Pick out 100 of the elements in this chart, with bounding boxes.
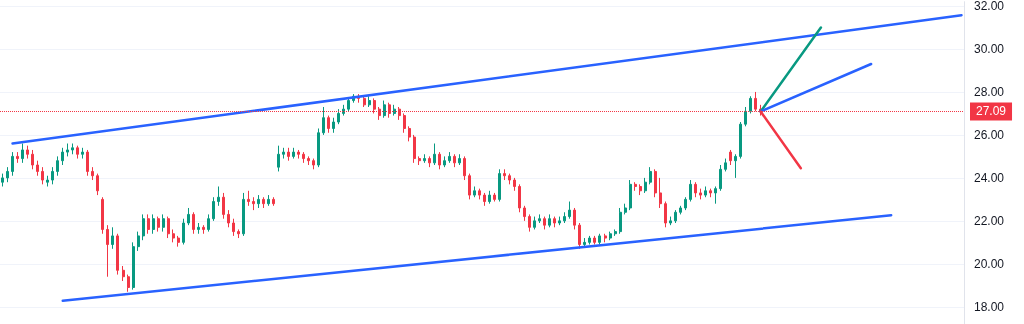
candlestick	[342, 104, 345, 117]
candlestick	[383, 100, 386, 119]
candlestick	[252, 196, 255, 211]
candlestick	[202, 224, 205, 235]
candlestick	[56, 155, 59, 177]
candlestick	[106, 224, 109, 278]
candlestick	[508, 173, 511, 185]
candlestick	[182, 218, 185, 245]
candlestick	[147, 213, 150, 235]
candlestick	[282, 147, 285, 160]
candlestick	[473, 185, 476, 198]
y-tick-label: 20.00	[974, 256, 1005, 271]
candlestick	[538, 213, 541, 224]
candlestick	[368, 95, 371, 108]
candlestick	[448, 151, 451, 164]
candlestick	[127, 274, 130, 293]
candlestick	[322, 106, 325, 136]
candlestick	[573, 207, 576, 230]
candlestick	[639, 183, 642, 196]
y-tick-label: 28.00	[974, 84, 1005, 99]
candlestick	[719, 164, 722, 192]
candlestick	[614, 228, 617, 237]
candlestick	[699, 188, 702, 200]
candlestick	[558, 216, 561, 226]
candlestick	[81, 147, 84, 160]
candlestick	[217, 185, 220, 207]
candlestick	[327, 115, 330, 134]
candlestick	[443, 155, 446, 168]
candlestick	[116, 233, 119, 276]
candlestick	[247, 190, 250, 207]
candlestick	[598, 233, 601, 245]
candlestick	[302, 151, 305, 164]
candlestick	[724, 158, 727, 172]
candlestick	[242, 192, 245, 237]
y-tick-label: 30.00	[974, 41, 1005, 56]
candlestick	[66, 143, 69, 157]
candlestick	[659, 177, 662, 209]
candlestick	[272, 196, 275, 207]
candlestick	[684, 196, 687, 211]
candlestick	[583, 237, 586, 248]
y-tick-label: 24.00	[974, 170, 1005, 185]
candlestick	[393, 104, 396, 117]
candlestick	[468, 173, 471, 200]
candlestick	[428, 155, 431, 168]
candlestick	[197, 222, 200, 235]
candlestick	[162, 213, 165, 233]
y-tick-label: 18.00	[974, 299, 1005, 314]
candlestick	[167, 216, 170, 239]
candlestick	[267, 194, 270, 207]
candlestick	[588, 235, 591, 245]
candlestick	[744, 106, 747, 127]
candlestick	[237, 228, 240, 239]
candlestick	[704, 185, 707, 198]
candlestick	[478, 188, 481, 200]
candlestick	[418, 155, 421, 166]
candlestick	[609, 231, 612, 241]
candlestick	[91, 166, 94, 181]
candlestick	[277, 145, 280, 172]
ref-line-label: 27.09	[976, 104, 1007, 119]
candlestick	[593, 235, 596, 245]
candlestick	[528, 213, 531, 233]
candlestick	[523, 205, 526, 222]
candlestick	[132, 241, 135, 291]
candlestick	[739, 121, 742, 160]
candlestick	[453, 153, 456, 168]
candlestick	[192, 211, 195, 235]
candlestick	[413, 134, 416, 164]
candlestick	[438, 151, 441, 170]
candlestick	[649, 166, 652, 185]
candlestick	[187, 207, 190, 226]
candlestick	[674, 209, 677, 224]
candlestick	[172, 228, 175, 243]
candlestick	[604, 233, 607, 243]
candlestick	[142, 213, 145, 241]
candlestick	[31, 149, 34, 170]
candlestick	[96, 173, 99, 196]
candlestick	[749, 95, 752, 114]
candlestick	[1, 173, 4, 187]
candlestick	[137, 231, 140, 252]
candlestick	[297, 149, 300, 160]
candlestick	[347, 97, 350, 112]
candlestick	[689, 179, 692, 203]
candlestick	[46, 175, 49, 187]
candlestick	[408, 125, 411, 142]
candlestick	[634, 181, 637, 192]
candlestick	[568, 201, 571, 220]
candlestick	[76, 145, 79, 160]
candlestick	[433, 143, 436, 166]
candlestick	[488, 190, 491, 205]
candlestick	[227, 209, 230, 228]
candlestick	[543, 216, 546, 230]
candlestick	[152, 213, 155, 235]
y-tick-label: 26.00	[974, 127, 1005, 142]
candlestick	[61, 147, 64, 166]
candlestick	[71, 143, 74, 155]
candlestick	[563, 211, 566, 224]
candlestick	[553, 216, 556, 228]
candlestick	[222, 192, 225, 220]
candlestick	[513, 177, 516, 192]
candlestick	[619, 207, 622, 235]
